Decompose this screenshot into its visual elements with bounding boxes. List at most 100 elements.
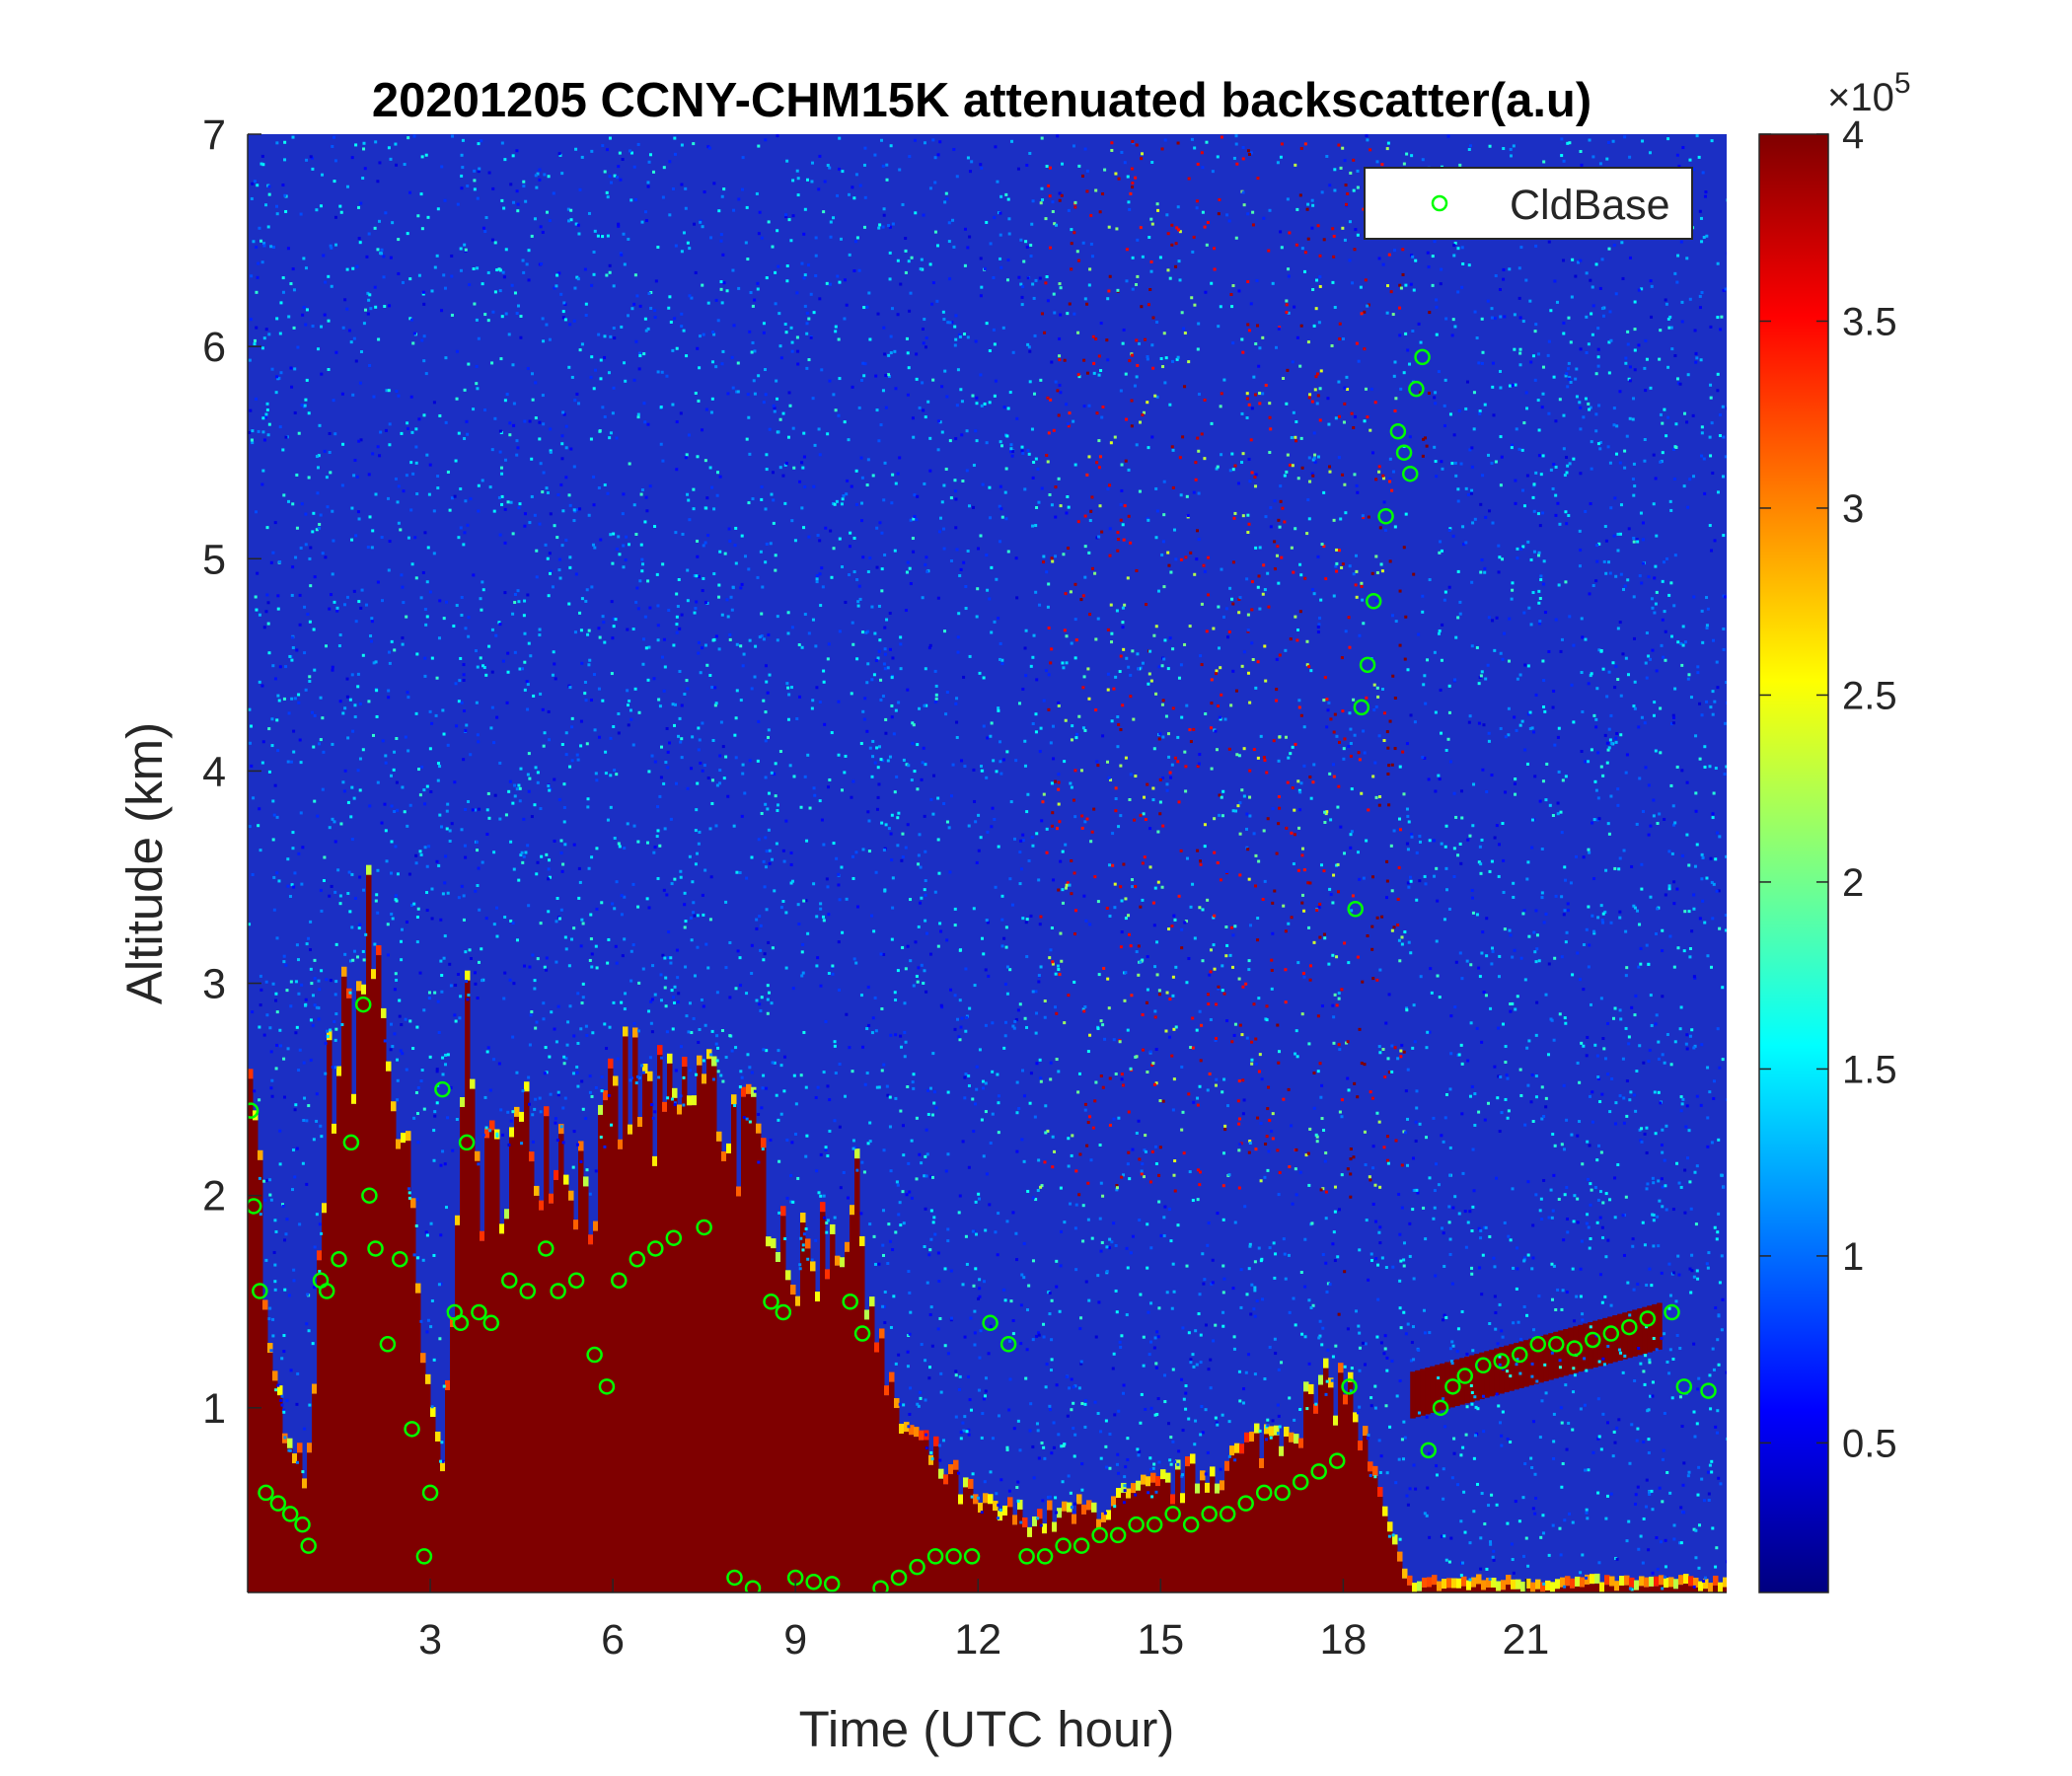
heatmap-cell	[1240, 788, 1244, 792]
heatmap-cell	[986, 588, 990, 592]
heatmap-cell	[591, 1031, 595, 1035]
heatmap-cell	[1219, 305, 1222, 309]
heatmap-cell	[1168, 403, 1172, 407]
heatmap-cell	[1390, 488, 1394, 492]
heatmap-cell	[620, 253, 624, 257]
heatmap-cell	[914, 1427, 920, 1438]
heatmap-cell	[749, 291, 753, 295]
heatmap-cell	[954, 497, 958, 501]
heatmap-cell	[1040, 186, 1044, 190]
heatmap-cell	[993, 818, 997, 822]
heatmap-cell	[921, 761, 925, 765]
heatmap-cell	[1050, 503, 1054, 507]
heatmap-cell	[590, 952, 594, 956]
heatmap-cell	[1006, 550, 1010, 554]
heatmap-cell	[881, 694, 885, 698]
heatmap-cell	[1624, 929, 1628, 933]
heatmap-cell	[1487, 453, 1491, 457]
heatmap-cell	[1470, 896, 1474, 900]
heatmap-cell	[1597, 648, 1601, 652]
heatmap-cell	[261, 430, 265, 434]
heatmap-cell	[977, 1197, 981, 1201]
heatmap-cell	[1724, 595, 1727, 599]
heatmap-cell	[1679, 1541, 1683, 1545]
heatmap-cell	[964, 1234, 968, 1238]
heatmap-cell	[515, 453, 519, 457]
heatmap-cell	[1499, 483, 1503, 487]
heatmap-cell	[323, 449, 327, 453]
heatmap-cell	[923, 141, 926, 145]
heatmap-cell	[1495, 1176, 1499, 1180]
heatmap-cell	[643, 317, 647, 321]
heatmap-cell	[1269, 1436, 1275, 1592]
heatmap-cell	[573, 399, 577, 403]
heatmap-cell	[1425, 1514, 1429, 1517]
heatmap-cell	[1621, 1370, 1625, 1374]
heatmap-cell	[683, 925, 687, 929]
heatmap-cell	[1465, 1352, 1469, 1356]
heatmap-cell	[887, 1222, 891, 1226]
heatmap-cell	[710, 778, 714, 782]
heatmap-cell	[252, 796, 256, 800]
heatmap-cell	[1098, 1143, 1102, 1147]
heatmap-cell	[1617, 1418, 1621, 1422]
heatmap-cell	[1050, 824, 1054, 828]
heatmap-cell	[607, 371, 611, 375]
heatmap-cell	[1717, 1212, 1721, 1216]
heatmap-cell	[906, 351, 910, 355]
heatmap-cell	[963, 1415, 967, 1419]
heatmap-cell	[326, 1029, 330, 1033]
heatmap-cell	[1708, 1090, 1712, 1094]
heatmap-cell	[1429, 967, 1433, 971]
heatmap-cell	[1485, 789, 1489, 793]
heatmap-cell	[1406, 848, 1410, 851]
heatmap-cell	[1637, 1347, 1641, 1351]
heatmap-cell	[1074, 1203, 1078, 1207]
heatmap-cell	[1448, 1173, 1452, 1177]
heatmap-cell	[1352, 698, 1356, 702]
heatmap-cell	[1053, 311, 1057, 315]
heatmap-cell	[869, 1306, 875, 1592]
heatmap-cell	[568, 323, 572, 327]
heatmap-cell	[961, 1421, 965, 1425]
heatmap-cell	[805, 1134, 809, 1138]
heatmap-cell	[1603, 910, 1607, 914]
heatmap-cell	[1623, 466, 1627, 470]
heatmap-cell	[1090, 495, 1094, 499]
heatmap-cell	[1688, 1576, 1694, 1587]
heatmap-cell	[1377, 470, 1381, 474]
heatmap-cell	[1496, 1581, 1502, 1591]
heatmap-cell	[1711, 638, 1715, 642]
heatmap-cell	[1340, 565, 1344, 569]
heatmap-cell	[275, 815, 279, 819]
heatmap-cell	[1470, 446, 1474, 450]
heatmap-cell	[659, 776, 663, 779]
heatmap-cell	[453, 1013, 457, 1017]
heatmap-cell	[803, 775, 807, 778]
heatmap-cell	[908, 1190, 912, 1194]
heatmap-cell	[483, 313, 487, 317]
heatmap-cell	[1230, 597, 1234, 601]
heatmap-cell	[892, 732, 896, 736]
heatmap-cell	[1468, 714, 1472, 718]
heatmap-cell	[719, 1073, 723, 1077]
heatmap-cell	[612, 724, 616, 728]
heatmap-cell	[1066, 312, 1070, 316]
heatmap-cell	[1149, 1301, 1153, 1305]
heatmap-cell	[1014, 1231, 1018, 1235]
heatmap-cell	[1316, 630, 1320, 634]
heatmap-cell	[1271, 931, 1275, 935]
heatmap-cell	[712, 333, 716, 336]
heatmap-cell	[332, 1133, 337, 1592]
heatmap-cell	[972, 1284, 976, 1288]
heatmap-cell	[388, 304, 392, 308]
heatmap-cell	[396, 808, 400, 812]
heatmap-cell	[1220, 135, 1223, 139]
heatmap-cell	[840, 865, 844, 869]
heatmap-cell	[1701, 855, 1705, 859]
heatmap-cell	[1402, 1258, 1406, 1262]
heatmap-cell	[419, 192, 423, 196]
heatmap-cell	[495, 1134, 499, 1138]
heatmap-cell	[1622, 1312, 1628, 1360]
heatmap-cell	[1475, 1026, 1479, 1030]
